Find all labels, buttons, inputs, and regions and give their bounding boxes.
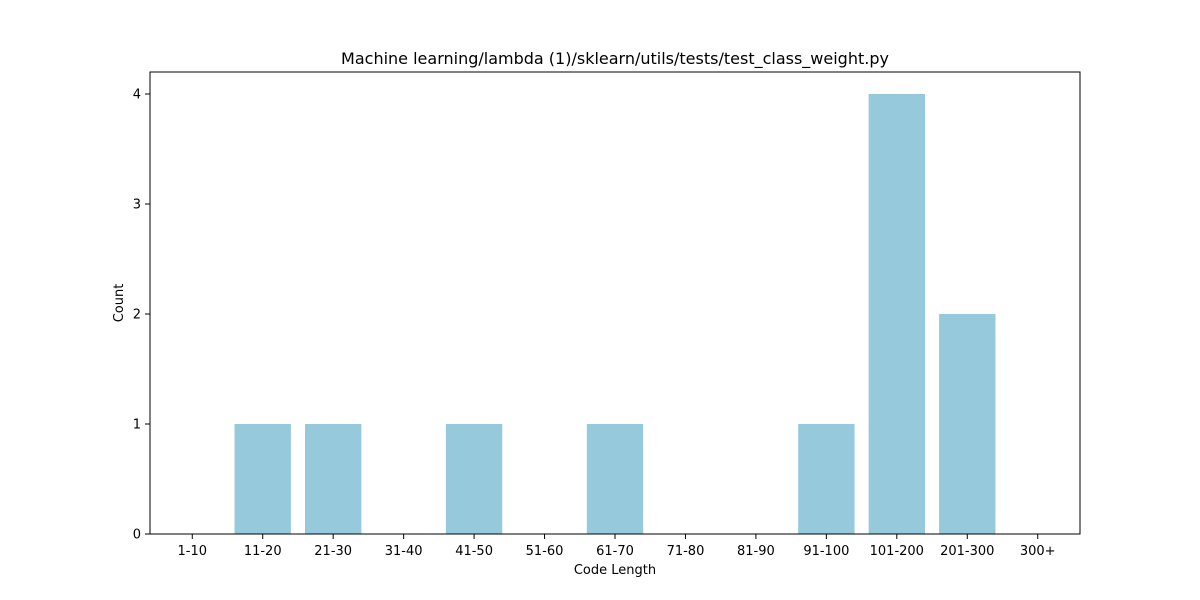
y-tick-label: 1 [133,418,141,433]
bars-group [234,94,996,534]
bar-101-200 [868,94,925,534]
bar-41-50 [445,424,503,534]
plot-frame [149,71,1081,535]
x-tick-label: 81-90 [737,544,775,559]
bar-21-30 [305,424,362,534]
x-tick-label: 41-50 [455,544,493,559]
bar-61-70 [586,424,644,534]
x-axis-label: Code Length [574,563,656,578]
x-tick-label: 11-20 [244,544,282,559]
x-axis-ticks: 1-10 11-20 21-30 31-40 41-50 51-60 61-70 71-80 8… [178,534,1056,559]
x-tick-label: 91-100 [803,544,849,559]
bar-91-100 [798,424,855,534]
x-tick-label: 101-200 [870,544,924,559]
y-tick-label: 0 [133,528,141,543]
y-tick-label: 2 [133,308,141,323]
bar-11-20 [234,424,291,534]
x-tick-label: 21-30 [314,544,352,559]
x-tick-label: 51-60 [526,544,564,559]
y-axis-label: Count [112,284,127,323]
bar-201-300 [939,314,996,534]
x-tick-label: 61-70 [596,544,634,559]
x-tick-label: 201-300 [940,544,994,559]
x-tick-label: 1-10 [178,544,208,559]
x-tick-label: 300+ [1020,544,1056,559]
x-tick-label: 31-40 [385,544,423,559]
x-tick-label: 71-80 [667,544,705,559]
y-tick-label: 3 [133,198,141,213]
y-tick-label: 4 [133,88,141,103]
y-axis-ticks: 0 1 2 3 4 [133,88,150,543]
chart-title: Machine learning/lambda (1)/sklearn/util… [341,49,889,69]
